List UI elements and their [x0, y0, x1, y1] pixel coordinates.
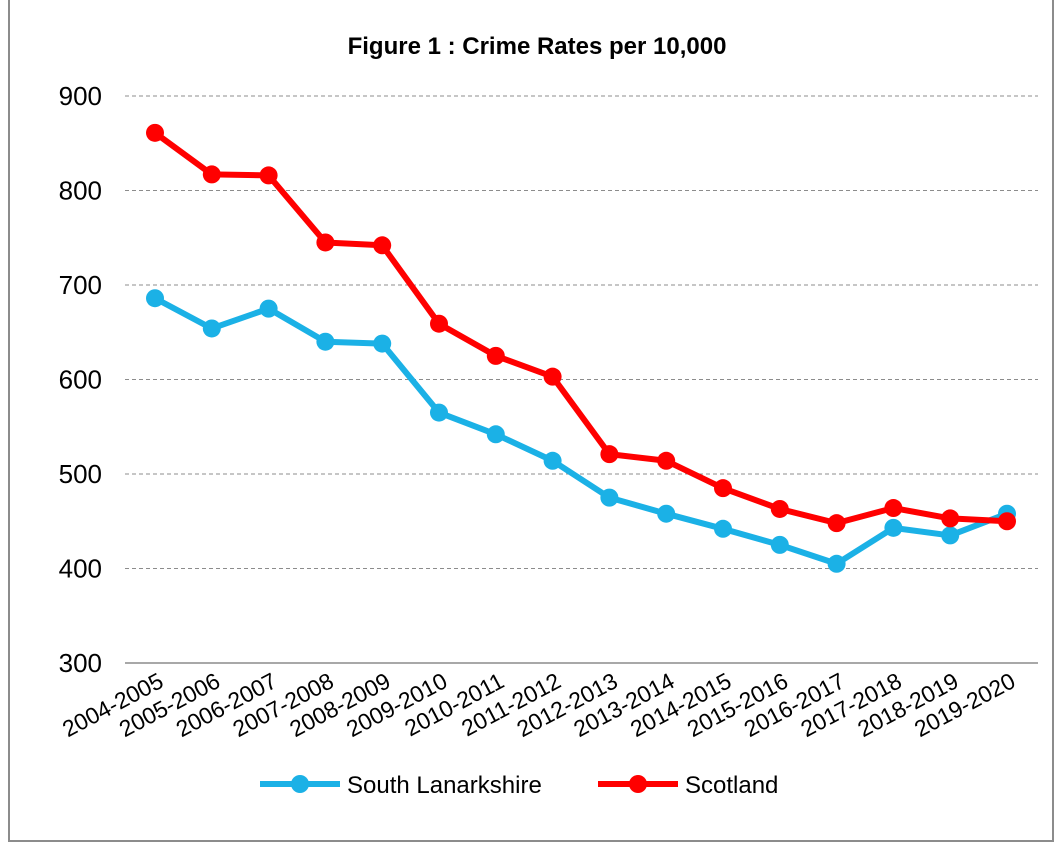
data-point — [430, 314, 448, 333]
chart-frame — [8, 0, 1054, 842]
data-point — [146, 123, 164, 142]
legend-label: Scotland — [685, 772, 778, 799]
data-point — [259, 299, 278, 318]
series-line — [153, 130, 1008, 527]
series-0 — [146, 289, 1016, 573]
series-1 — [146, 123, 1016, 533]
legend-item: South Lanarkshire — [260, 772, 542, 799]
data-point — [600, 488, 619, 507]
series-lines — [146, 123, 1016, 573]
series-line — [153, 295, 1009, 567]
legend-item: Scotland — [598, 772, 778, 799]
chart-title: Figure 1 : Crime Rates per 10,000 — [348, 33, 727, 60]
y-tick-label: 700 — [59, 270, 102, 300]
data-point — [884, 499, 903, 518]
data-point — [373, 236, 392, 255]
data-point — [543, 367, 562, 386]
data-point — [430, 403, 448, 422]
x-axis-ticks: 2004-20052005-20062006-20072007-20082008… — [58, 667, 1019, 742]
legend-marker — [629, 775, 647, 793]
data-point — [998, 512, 1016, 531]
data-point — [827, 514, 846, 533]
data-point — [543, 451, 562, 470]
y-axis-ticks: 300 400 500 600 700 800 900 — [59, 81, 102, 678]
data-point — [941, 526, 960, 545]
data-point — [202, 319, 221, 338]
data-point — [714, 479, 732, 498]
legend: South Lanarkshire Scotland — [260, 772, 778, 799]
data-point — [657, 451, 676, 470]
y-tick-label: 800 — [59, 176, 102, 206]
data-point — [486, 425, 505, 444]
data-point — [827, 554, 846, 573]
data-point — [202, 165, 221, 184]
y-tick-label: 900 — [59, 81, 102, 111]
y-tick-label: 400 — [59, 554, 102, 584]
data-point — [884, 518, 903, 537]
y-tick-label: 300 — [59, 648, 102, 678]
data-point — [146, 289, 164, 308]
data-point — [770, 535, 789, 554]
legend-label: South Lanarkshire — [347, 772, 542, 799]
legend-marker — [291, 775, 309, 793]
data-point — [486, 346, 505, 365]
data-point — [657, 504, 676, 523]
y-tick-label: 500 — [59, 459, 102, 489]
data-point — [373, 334, 392, 353]
data-point — [941, 509, 960, 528]
data-point — [714, 519, 732, 538]
gridlines — [125, 95, 1038, 664]
data-point — [770, 499, 789, 518]
data-point — [600, 445, 619, 464]
data-point — [316, 233, 335, 252]
data-point — [259, 166, 278, 185]
data-point — [316, 332, 335, 351]
y-tick-label: 600 — [59, 365, 102, 395]
